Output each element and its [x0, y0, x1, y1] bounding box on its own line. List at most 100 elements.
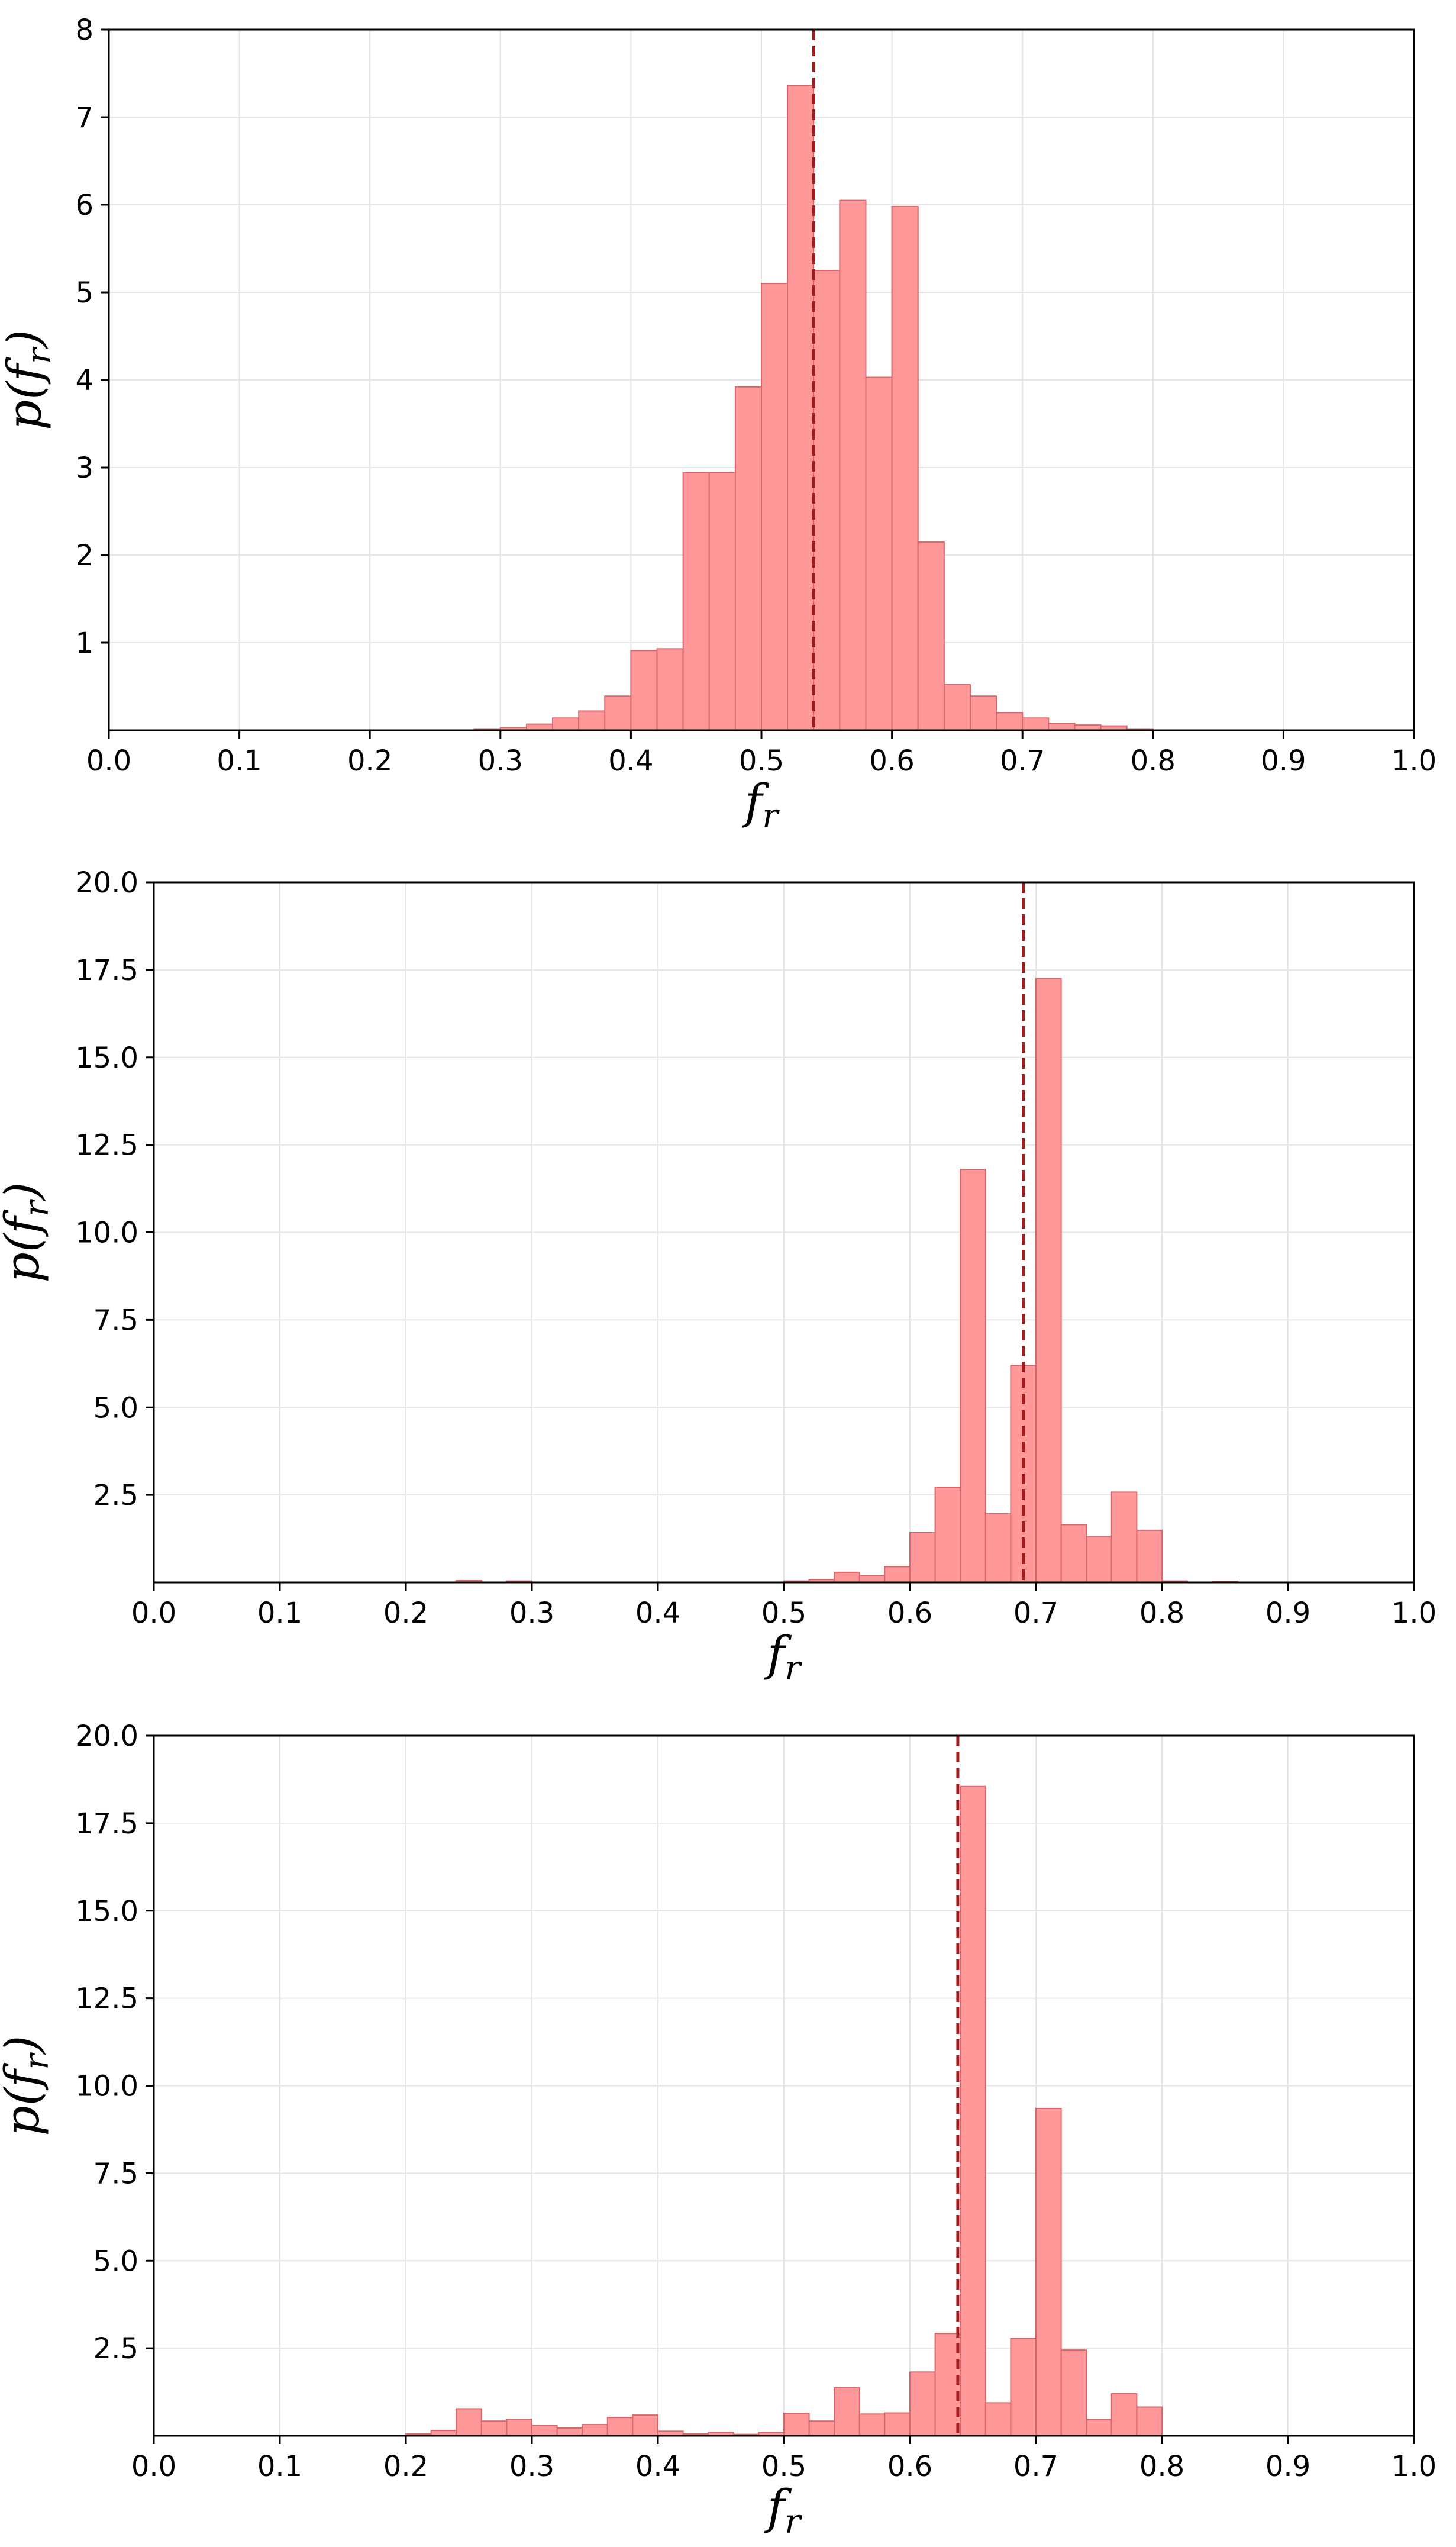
y-tick-label: 2.5 [93, 2332, 138, 2365]
chart-panel-1: 0.0 0.1 0.2 0.3 0.4 0.5 0.6 0.7 0.8 0.9 1.0 1 2 3 4 5 6 7… [0, 14, 1436, 836]
histogram-bar [917, 541, 945, 731]
histogram-bar [934, 1487, 961, 1584]
histogram-bar [525, 723, 554, 731]
histogram-bar [1110, 2393, 1138, 2437]
y-axis-label: p(fr) [0, 1182, 56, 1282]
histogram-bar [1136, 2406, 1163, 2437]
histogram-bar [682, 472, 710, 731]
x-tick-label: 0.7 [1013, 1597, 1058, 1630]
x-tick-label: 0.9 [1265, 2450, 1310, 2483]
histogram-bar [909, 2371, 936, 2436]
x-axis-label: fr [764, 1626, 803, 1688]
histogram-bar [909, 1532, 936, 1584]
y-tick-label: 5.0 [93, 2245, 138, 2278]
histogram-bar [1060, 1524, 1087, 1584]
y-tick-label: 4 [75, 364, 93, 397]
x-tick-label: 0.8 [1139, 2450, 1184, 2483]
histogram-bar [996, 712, 1024, 731]
y-tick-label: 12.5 [75, 1982, 138, 2016]
histogram-bar [708, 472, 736, 731]
y-tick-label: 20.0 [75, 1720, 138, 1753]
histogram-bar [630, 650, 658, 731]
y-tick-label: 10.0 [75, 1217, 138, 1250]
x-tick-label: 0.0 [86, 744, 131, 778]
y-tick-label: 17.5 [75, 954, 138, 987]
x-tick-label: 0.5 [739, 744, 784, 778]
y-tick-label: 15.0 [75, 1895, 138, 1928]
histogram-bar [984, 1513, 1012, 1583]
y-tick-label: 7.5 [93, 2157, 138, 2190]
y-tick-label: 7.5 [93, 1304, 138, 1337]
histogram-bar [1022, 717, 1050, 731]
histogram-bar [884, 1566, 911, 1584]
y-tick-label: 2 [75, 539, 93, 572]
histogram-bar [456, 2408, 482, 2437]
x-tick-label: 0.0 [131, 2450, 176, 2483]
histogram-bar [632, 2414, 659, 2437]
histogram-bar [1035, 2107, 1062, 2436]
histogram-bar [1048, 723, 1076, 731]
x-tick-label: 1.0 [1392, 2450, 1436, 2483]
y-tick-label: 15.0 [75, 1042, 138, 1075]
x-tick-label: 0.3 [509, 1597, 554, 1630]
y-tick-label: 5 [75, 276, 93, 309]
histogram-bar [552, 717, 580, 731]
histogram-bar [891, 205, 919, 731]
histogram-bar [1110, 1491, 1138, 1584]
histogram-bar [656, 648, 684, 731]
x-tick-label: 0.6 [887, 2450, 932, 2483]
y-tick-label: 17.5 [75, 1807, 138, 1840]
x-axis-label: fr [742, 774, 780, 836]
histogram-bar [1136, 1529, 1163, 1583]
histogram-bar [1060, 2349, 1087, 2437]
y-tick-label: 20.0 [75, 866, 138, 899]
y-tick-label: 8 [75, 14, 93, 47]
y-tick-label: 2.5 [93, 1479, 138, 1512]
x-tick-label: 0.3 [509, 2450, 554, 2483]
x-tick-label: 0.4 [608, 744, 653, 778]
x-tick-label: 0.9 [1265, 1597, 1310, 1630]
y-tick-label: 7 [75, 101, 93, 134]
histogram-bar [531, 2425, 558, 2436]
histogram-bar [834, 1571, 860, 1583]
histogram-bar [506, 2419, 533, 2436]
x-tick-label: 0.3 [478, 744, 523, 778]
histogram-bar [1035, 978, 1062, 1583]
y-tick-label: 12.5 [75, 1129, 138, 1162]
histogram-bar [834, 2387, 860, 2437]
x-tick-label: 0.4 [635, 2450, 680, 2483]
x-tick-label: 0.2 [347, 744, 392, 778]
y-tick-label: 5.0 [93, 1391, 138, 1424]
histogram-bar [734, 386, 763, 731]
histogram-bar [984, 2402, 1012, 2436]
y-axis-label: p(fr) [0, 330, 59, 430]
histogram-bar [783, 2413, 810, 2437]
histogram-bar [556, 2427, 583, 2436]
histogram-bar [606, 2417, 634, 2436]
x-tick-label: 0.7 [1013, 2450, 1058, 2483]
histogram-bar [943, 684, 971, 731]
histogram-bar [1086, 2419, 1112, 2437]
y-axis-label: p(fr) [0, 2035, 56, 2136]
histogram-bar [858, 1575, 886, 1583]
x-tick-label: 0.2 [383, 2450, 428, 2483]
histogram-bar [969, 695, 997, 731]
histogram-bar [761, 283, 789, 731]
histogram-bar [839, 199, 867, 731]
histogram-bar [787, 85, 815, 731]
x-tick-label: 0.6 [869, 744, 914, 778]
histogram-bar [884, 2412, 911, 2436]
histogram-bar [480, 2420, 508, 2436]
x-tick-label: 1.0 [1392, 744, 1436, 778]
histogram-bar [1086, 1536, 1112, 1583]
x-tick-label: 1.0 [1392, 1597, 1436, 1630]
x-tick-label: 0.5 [761, 2450, 806, 2483]
histogram-bar [865, 376, 893, 731]
x-tick-label: 0.2 [383, 1597, 428, 1630]
x-tick-label: 0.5 [761, 1597, 806, 1630]
x-tick-label: 0.1 [217, 744, 262, 778]
x-tick-label: 0.8 [1139, 1597, 1184, 1630]
histogram-bar [582, 2424, 608, 2436]
histogram-bar [578, 710, 606, 731]
x-tick-label: 0.8 [1131, 744, 1176, 778]
